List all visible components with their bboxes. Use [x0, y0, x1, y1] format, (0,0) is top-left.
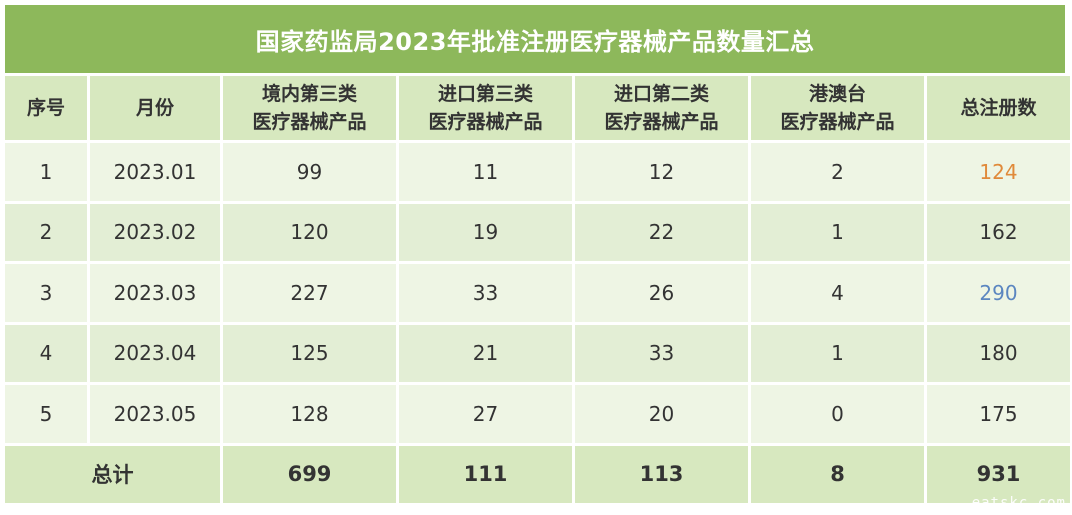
- header-hk-macao-taiwan-line2: 医疗器械产品: [780, 111, 895, 133]
- cell-hk-macao-taiwan: 1: [751, 324, 924, 382]
- header-month: 月份: [90, 76, 220, 140]
- cell-month: 2023.05: [90, 385, 220, 443]
- cell-month: 2023.02: [90, 203, 220, 261]
- cell-import-class2: 26: [575, 264, 748, 322]
- cell-month: 2023.04: [90, 324, 220, 382]
- cell-index: 4: [5, 324, 87, 382]
- registration-summary-table: 序号 月份 境内第三类 医疗器械产品 进口第三类 医疗器械产品 进口第二类 医疗…: [2, 73, 1072, 506]
- cell-total: 162: [927, 203, 1070, 261]
- header-hk-macao-taiwan: 港澳台 医疗器械产品: [751, 76, 924, 140]
- header-total-line1: 总注册数: [960, 97, 1037, 119]
- watermark: eatskc.com: [971, 495, 1066, 511]
- footer-label: 总计: [5, 445, 220, 503]
- cell-domestic-class3: 227: [223, 264, 396, 322]
- cell-domestic-class3: 128: [223, 385, 396, 443]
- table-footer-row: 总计 699 111 113 8 931: [5, 445, 1070, 503]
- cell-import-class3: 11: [399, 143, 572, 201]
- header-import-class3: 进口第三类 医疗器械产品: [399, 76, 572, 140]
- header-import-class3-line2: 医疗器械产品: [428, 111, 543, 133]
- cell-import-class2: 20: [575, 385, 748, 443]
- footer-import-class2: 113: [575, 445, 748, 503]
- cell-index: 2: [5, 203, 87, 261]
- cell-domestic-class3: 120: [223, 203, 396, 261]
- cell-month: 2023.01: [90, 143, 220, 201]
- cell-domestic-class3: 125: [223, 324, 396, 382]
- cell-hk-macao-taiwan: 2: [751, 143, 924, 201]
- table-header-row: 序号 月份 境内第三类 医疗器械产品 进口第三类 医疗器械产品 进口第二类 医疗…: [5, 76, 1070, 140]
- cell-hk-macao-taiwan: 4: [751, 264, 924, 322]
- header-import-class3-line1: 进口第三类: [437, 83, 533, 105]
- table-row: 5 2023.05 128 27 20 0 175: [5, 385, 1070, 443]
- header-import-class2-line2: 医疗器械产品: [604, 111, 719, 133]
- header-index: 序号: [5, 76, 87, 140]
- header-import-class2: 进口第二类 医疗器械产品: [575, 76, 748, 140]
- table-row: 3 2023.03 227 33 26 4 290: [5, 264, 1070, 322]
- table-title: 国家药监局2023年批准注册医疗器械产品数量汇总: [5, 5, 1065, 73]
- cell-hk-macao-taiwan: 0: [751, 385, 924, 443]
- header-domestic-class3-line1: 境内第三类: [261, 83, 357, 105]
- cell-import-class2: 22: [575, 203, 748, 261]
- cell-import-class2: 12: [575, 143, 748, 201]
- footer-total: 931: [927, 445, 1070, 503]
- cell-import-class3: 27: [399, 385, 572, 443]
- cell-total: 290: [927, 264, 1070, 322]
- header-total: 总注册数: [927, 76, 1070, 140]
- header-import-class2-line1: 进口第二类: [613, 83, 709, 105]
- cell-index: 5: [5, 385, 87, 443]
- footer-hk-macao-taiwan: 8: [751, 445, 924, 503]
- table-row: 4 2023.04 125 21 33 1 180: [5, 324, 1070, 382]
- cell-domestic-class3: 99: [223, 143, 396, 201]
- header-domestic-class3-line2: 医疗器械产品: [252, 111, 367, 133]
- table-row: 1 2023.01 99 11 12 2 124: [5, 143, 1070, 201]
- header-month-line1: 月份: [135, 97, 174, 119]
- cell-import-class3: 19: [399, 203, 572, 261]
- cell-index: 3: [5, 264, 87, 322]
- header-index-line1: 序号: [26, 97, 65, 119]
- cell-import-class2: 33: [575, 324, 748, 382]
- cell-import-class3: 33: [399, 264, 572, 322]
- cell-import-class3: 21: [399, 324, 572, 382]
- cell-total: 180: [927, 324, 1070, 382]
- header-domestic-class3: 境内第三类 医疗器械产品: [223, 76, 396, 140]
- footer-import-class3: 111: [399, 445, 572, 503]
- table-row: 2 2023.02 120 19 22 1 162: [5, 203, 1070, 261]
- header-hk-macao-taiwan-line1: 港澳台: [808, 83, 866, 105]
- cell-index: 1: [5, 143, 87, 201]
- cell-total: 124: [927, 143, 1070, 201]
- footer-domestic-class3: 699: [223, 445, 396, 503]
- cell-month: 2023.03: [90, 264, 220, 322]
- cell-hk-macao-taiwan: 1: [751, 203, 924, 261]
- cell-total: 175: [927, 385, 1070, 443]
